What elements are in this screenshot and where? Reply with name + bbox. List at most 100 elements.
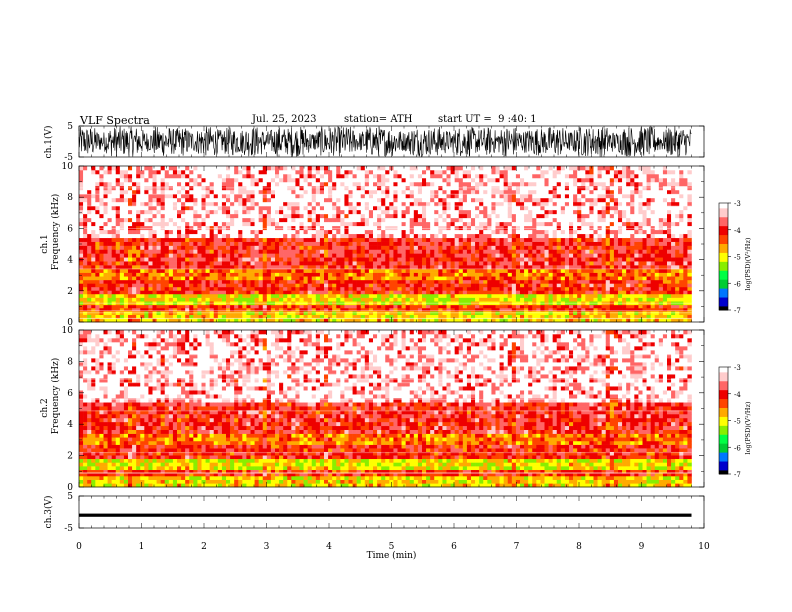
spectrogram-cell: [495, 290, 500, 295]
spectrogram-cell: [287, 201, 292, 207]
spectrogram-cell: [389, 276, 394, 281]
spectrogram-cell: [544, 181, 549, 187]
spectrogram-cell: [409, 169, 415, 175]
spectrogram-cell: [536, 279, 541, 284]
spectrogram-cell: [413, 221, 419, 227]
spectrogram-cell: [193, 173, 198, 179]
spectrogram-cell: [397, 177, 402, 183]
spectrogram-cell: [246, 189, 251, 195]
spectrogram-cell: [189, 197, 194, 203]
spectrogram-cell: [544, 249, 549, 254]
spectrogram-cell: [381, 272, 386, 277]
spectrogram-cell: [119, 193, 125, 199]
spectrogram-cell: [111, 279, 117, 284]
spectrogram-cell: [434, 272, 439, 277]
spectrogram-cell: [536, 265, 541, 270]
spectrogram-cell: [79, 249, 84, 254]
spectrogram-cell: [556, 237, 562, 242]
spectrogram-cell: [495, 257, 500, 262]
spectrogram-cell: [295, 233, 300, 239]
spectrogram-cell: [303, 225, 308, 231]
spectrogram-cell: [499, 209, 504, 215]
spectrogram-cell: [230, 217, 235, 223]
spectrogram-cell: [528, 268, 533, 273]
spectrogram-cell: [185, 201, 190, 207]
spectrogram-cell: [230, 233, 235, 239]
spectrogram-cell: [168, 261, 174, 266]
spectrogram-cell: [262, 193, 268, 199]
spectrogram-cell: [491, 197, 496, 203]
spectrogram-cell: [315, 318, 321, 323]
spectrogram-cell: [144, 318, 149, 323]
spectrogram-cell: [483, 177, 488, 183]
spectrogram-cell: [458, 166, 464, 171]
spectrogram-cell: [152, 245, 157, 250]
spectrogram-cell: [438, 261, 443, 266]
spectrogram-cell: [328, 307, 333, 312]
spectrogram-cell: [495, 272, 500, 277]
spectrogram-cell: [328, 197, 333, 203]
spectrogram-cell: [201, 261, 206, 266]
spectrogram-cell: [79, 314, 84, 319]
spectrogram-cell: [487, 283, 492, 288]
spectrogram-cell: [324, 261, 329, 266]
spectrogram-cell: [181, 209, 186, 215]
spectrogram-cell: [140, 189, 145, 195]
spectrogram-cell: [409, 304, 415, 309]
spectrogram-cell: [348, 276, 353, 281]
spectrogram-cell: [368, 241, 374, 246]
spectrogram-cell: [401, 225, 406, 231]
spectrogram-cell: [148, 229, 153, 235]
spectrogram-cell: [246, 304, 251, 309]
spectrogram-cell: [458, 177, 464, 183]
spectrogram-cell: [446, 279, 451, 284]
spectrogram-cell: [283, 318, 288, 323]
spectrogram-cell: [136, 229, 141, 235]
spectrogram-cell: [295, 213, 300, 219]
spectrogram-cell: [368, 249, 374, 254]
spectrogram-cell: [83, 293, 88, 298]
spectrogram-cell: [242, 253, 247, 258]
spectrogram-cell: [364, 189, 370, 195]
spectrogram-cell: [520, 249, 525, 254]
spectrogram-cell: [491, 249, 496, 254]
spectrogram-cell: [503, 217, 509, 223]
spectrogram-cell: [148, 173, 153, 179]
spectrogram-cell: [156, 272, 161, 277]
spectrogram-cell: [299, 304, 304, 309]
spectrogram-cell: [266, 193, 272, 199]
spectrogram-cell: [95, 166, 100, 171]
spectrogram-cell: [499, 253, 504, 258]
spectrogram-cell: [123, 297, 129, 302]
spectrogram-cell: [95, 173, 100, 179]
spectrogram-cell: [536, 201, 541, 207]
spectrogram-cell: [528, 181, 533, 187]
spectrogram-cell: [540, 290, 545, 295]
spectrogram-cell: [511, 261, 517, 266]
spectrogram-cell: [266, 229, 272, 235]
spectrogram-cell: [344, 201, 349, 207]
spectrogram-cell: [569, 197, 574, 203]
spectrogram-cell: [213, 233, 219, 239]
spectrogram-cell: [226, 193, 231, 199]
spectrogram-cell: [123, 229, 129, 235]
spectrogram-cell: [389, 189, 394, 195]
spectrogram-cell: [226, 229, 231, 235]
spectrogram-cell: [115, 261, 121, 266]
spectrogram-cell: [99, 166, 104, 171]
spectrogram-cell: [156, 221, 161, 227]
spectrogram-cell: [422, 245, 427, 250]
spectrogram-cell: [140, 293, 145, 298]
spectrogram-cell: [377, 217, 382, 223]
spectrogram-cell: [275, 245, 280, 250]
spectrogram-cell: [287, 245, 292, 250]
spectrogram-cell: [168, 241, 174, 246]
spectrogram-cell: [148, 304, 153, 309]
spectrogram-cell: [123, 307, 129, 312]
spectrogram-cell: [128, 290, 133, 295]
spectrogram-cell: [213, 272, 219, 277]
spectrogram-cell: [495, 249, 500, 254]
spectrogram-cell: [413, 177, 419, 183]
spectrogram-cell: [332, 233, 337, 239]
spectrogram-cell: [560, 166, 566, 171]
